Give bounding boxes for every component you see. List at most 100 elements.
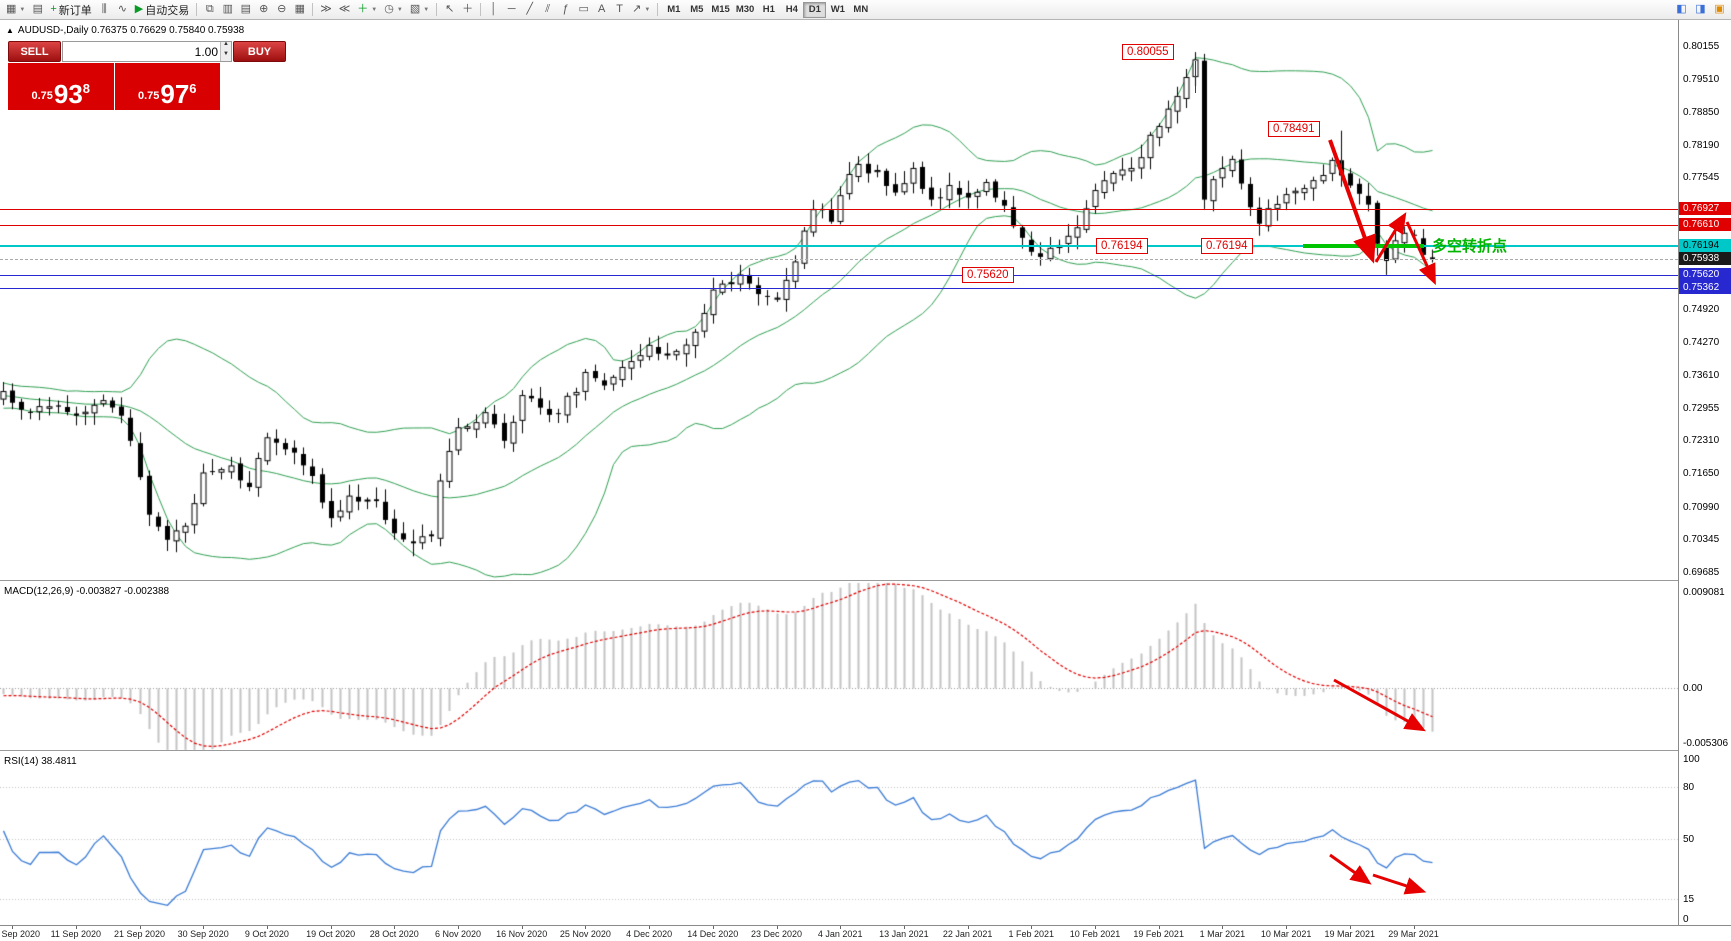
crosshair-icon: ＋ xyxy=(462,3,474,15)
vertical-line-button[interactable]: │ xyxy=(485,1,502,18)
volume-down-button[interactable]: ▼ xyxy=(221,51,231,61)
turning-point-label: 多空转折点 xyxy=(1432,238,1508,255)
price-axis-label: 0.69685 xyxy=(1683,567,1720,579)
date-tick xyxy=(585,926,586,929)
zoom-out-icon: ⊖ xyxy=(277,3,287,15)
chart-shift-button[interactable]: ≪ xyxy=(336,1,354,18)
date-axis: 2 Sep 2020 11 Sep 2020 21 Sep 2020 30 Sep 2… xyxy=(0,925,1731,941)
date-tick xyxy=(140,926,141,929)
templates-button[interactable]: ▧ ▼ xyxy=(407,1,432,18)
tile-vertically-button[interactable]: ▤ xyxy=(237,1,254,18)
channel-button[interactable]: ⫽ xyxy=(539,1,556,18)
crosshair-button[interactable]: ＋ xyxy=(459,1,476,18)
timeframe-m30[interactable]: M30 xyxy=(735,4,755,15)
price-axis-label: 0.72310 xyxy=(1683,435,1720,447)
vertical-line-icon: │ xyxy=(490,3,498,15)
date-tick xyxy=(1222,926,1223,929)
volume-up-button[interactable]: ▲ xyxy=(221,41,231,52)
horizontal-line-button[interactable]: ─ xyxy=(503,1,520,18)
cascade-windows-button[interactable]: ⧉ xyxy=(201,1,218,18)
data-window-button[interactable]: ▦ xyxy=(291,1,308,18)
strategy-tester-button[interactable]: ◨ xyxy=(1692,1,1709,18)
timeframe-w1[interactable]: W1 xyxy=(830,4,845,15)
price-axis-badge: 0.75620 xyxy=(1679,267,1731,281)
tile-vertical-icon: ▤ xyxy=(240,3,251,15)
date-label: 14 Dec 2020 xyxy=(687,929,739,939)
zoom-in-button[interactable]: ⊕ xyxy=(255,1,272,18)
cursor-icon: ↖ xyxy=(445,3,455,15)
date-tick xyxy=(267,926,268,929)
price-axis-label: 0 xyxy=(1683,914,1689,925)
date-label: 6 Nov 2020 xyxy=(434,929,482,939)
profiles-button[interactable]: ▤ xyxy=(29,1,46,18)
buy-button[interactable]: BUY xyxy=(233,41,286,62)
periods-button[interactable]: ◷ ▼ xyxy=(381,1,406,18)
sell-price-prefix: 0.75 xyxy=(31,90,53,102)
buy-price[interactable]: 0.75 97 6 xyxy=(114,63,220,110)
new-chart-button[interactable]: ▦ ▼ xyxy=(3,1,28,18)
price-axis-label: -0.005306 xyxy=(1683,738,1729,749)
mailbox-button[interactable]: ▣ xyxy=(1711,1,1728,18)
rsi-label: RSI(14) 38.4811 xyxy=(4,756,77,767)
date-label: 4 Dec 2020 xyxy=(626,929,673,939)
timeframe-h4[interactable]: H4 xyxy=(785,4,798,15)
macd-splitter[interactable] xyxy=(0,580,1731,582)
date-tick xyxy=(203,926,204,929)
price-axis-label: 0.72955 xyxy=(1683,402,1720,414)
sell-button[interactable]: SELL xyxy=(8,41,61,62)
arrows-button[interactable]: ↗ ▼ xyxy=(629,1,653,18)
trendline-icon: ╱ xyxy=(526,3,533,15)
timeframe-mn[interactable]: MN xyxy=(853,4,869,15)
timeframe-m1[interactable]: M1 xyxy=(667,4,681,15)
date-label: 28 Oct 2020 xyxy=(369,929,419,939)
add-indicator-icon: ＋ xyxy=(357,3,369,15)
timeframe-d1[interactable]: D1 xyxy=(803,1,827,18)
date-label: 1 Mar 2021 xyxy=(1199,929,1246,939)
timeframe-h1[interactable]: H1 xyxy=(762,4,775,15)
auto-trading-button[interactable]: ▶ 自动交易 xyxy=(132,1,192,18)
date-label: 13 Jan 2021 xyxy=(879,929,929,939)
timeframe-m5[interactable]: M5 xyxy=(690,4,704,15)
auto-scroll-button[interactable]: ≫ xyxy=(317,1,335,18)
chart-window-icon: ▦ xyxy=(6,3,17,15)
toolbar-separator xyxy=(657,3,659,16)
volume-input[interactable] xyxy=(63,42,220,61)
label-icon: T xyxy=(616,3,624,15)
date-label: 19 Oct 2020 xyxy=(306,929,356,939)
volume-spinner: ▲ ▼ xyxy=(220,41,231,61)
zoom-out-button[interactable]: ⊖ xyxy=(273,1,290,18)
price-axis-label: 0.78850 xyxy=(1683,106,1720,118)
toolbar-separator xyxy=(196,3,198,16)
date-tick xyxy=(1414,926,1415,929)
indicators-button[interactable]: ＋ ▼ xyxy=(354,1,380,18)
price-axis-label: 0.74270 xyxy=(1683,336,1720,348)
toolbar-separator xyxy=(312,3,314,16)
rsi-splitter[interactable] xyxy=(0,750,1731,752)
shapes-button[interactable]: ▭ xyxy=(575,1,592,18)
price-axis-label: 0.00 xyxy=(1683,683,1703,695)
date-label: 19 Mar 2021 xyxy=(1324,929,1376,939)
price-axis-label: 0.78190 xyxy=(1683,139,1720,151)
play-icon: ▶ xyxy=(134,3,144,15)
price-axis-badge: 0.76194 xyxy=(1679,239,1731,253)
tile-horizontally-button[interactable]: ▥ xyxy=(219,1,236,18)
new-order-button[interactable]: + 新订单 xyxy=(47,1,94,18)
timeframe-m15[interactable]: M15 xyxy=(711,4,730,15)
date-label: 16 Nov 2020 xyxy=(496,929,548,939)
panel-toggle-icon[interactable]: ▲ xyxy=(6,26,14,35)
text-label-button[interactable]: T xyxy=(611,1,628,18)
chart-line-button[interactable]: ∿ xyxy=(114,1,131,18)
zoom-in-icon: ⊕ xyxy=(259,3,269,15)
trendline-button[interactable]: ╱ xyxy=(521,1,538,18)
turning-point-line[interactable] xyxy=(1303,244,1424,248)
cursor-button[interactable]: ↖ xyxy=(441,1,458,18)
date-tick xyxy=(1095,926,1096,929)
sell-price[interactable]: 0.75 93 8 xyxy=(8,63,114,110)
text-button[interactable]: A xyxy=(593,1,610,18)
chart-bars-button[interactable]: ⫼ xyxy=(96,1,113,18)
date-tick xyxy=(1031,926,1032,929)
fibonacci-button[interactable]: ƒ xyxy=(557,1,574,18)
terminal-window-button[interactable]: ◧ xyxy=(1673,1,1690,18)
date-label: 9 Oct 2020 xyxy=(244,929,289,939)
